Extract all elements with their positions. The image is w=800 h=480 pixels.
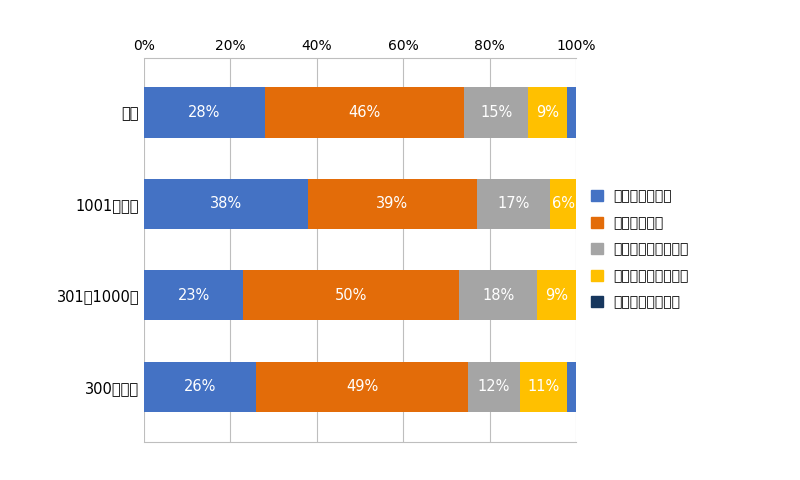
Bar <box>550 179 576 229</box>
Text: 12%: 12% <box>478 379 510 394</box>
Bar <box>243 270 459 321</box>
Legend: 大いにそう思う, ややそう思う, どちらとも言えない, あまりそう思わない, 全くそう思わない: 大いにそう思う, ややそう思う, どちらとも言えない, あまりそう思わない, 全… <box>587 185 693 314</box>
Bar <box>144 270 243 321</box>
Text: 49%: 49% <box>346 379 378 394</box>
Bar <box>468 361 520 412</box>
Bar <box>144 179 308 229</box>
Text: 28%: 28% <box>188 105 221 120</box>
Text: 9%: 9% <box>545 288 568 303</box>
Text: 38%: 38% <box>210 196 242 211</box>
Bar <box>477 179 550 229</box>
Bar <box>537 270 576 321</box>
Text: 50%: 50% <box>335 288 367 303</box>
Text: 15%: 15% <box>480 105 512 120</box>
Text: 11%: 11% <box>527 379 560 394</box>
Bar <box>459 270 537 321</box>
Text: 18%: 18% <box>482 288 514 303</box>
Text: 6%: 6% <box>551 196 574 211</box>
Bar <box>144 87 265 138</box>
Text: 26%: 26% <box>184 379 216 394</box>
Bar <box>529 87 567 138</box>
Bar <box>520 361 567 412</box>
Bar <box>464 87 529 138</box>
Text: 17%: 17% <box>497 196 530 211</box>
Text: 9%: 9% <box>537 105 559 120</box>
Bar <box>567 361 576 412</box>
Bar <box>265 87 464 138</box>
Bar <box>308 179 477 229</box>
Text: 23%: 23% <box>178 288 210 303</box>
Text: 46%: 46% <box>348 105 381 120</box>
Bar <box>256 361 468 412</box>
Bar <box>144 361 256 412</box>
Text: 39%: 39% <box>376 196 409 211</box>
Bar <box>567 87 576 138</box>
